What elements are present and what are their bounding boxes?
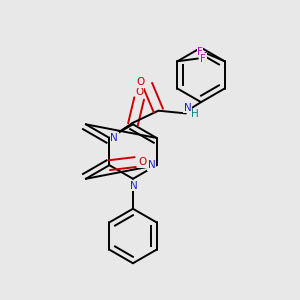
Text: N: N bbox=[184, 103, 191, 113]
Text: H: H bbox=[191, 109, 199, 119]
Text: O: O bbox=[138, 157, 146, 167]
Text: F: F bbox=[200, 53, 206, 64]
Text: N: N bbox=[130, 181, 138, 190]
Text: N: N bbox=[148, 160, 155, 170]
Text: O: O bbox=[136, 77, 145, 87]
Text: F: F bbox=[197, 46, 203, 56]
Text: O: O bbox=[135, 87, 143, 97]
Text: N: N bbox=[110, 133, 118, 143]
